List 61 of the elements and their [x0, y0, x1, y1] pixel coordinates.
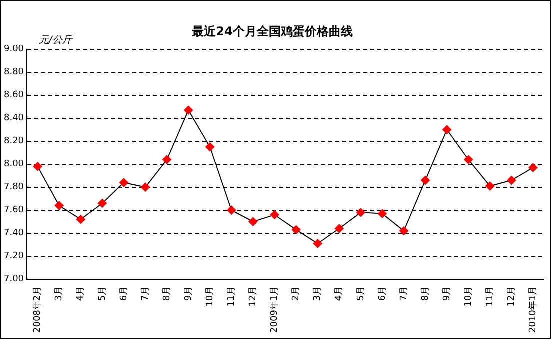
point	[270, 210, 280, 220]
y-tick-label: 8.40	[4, 114, 24, 124]
y-tick-label: 7.60	[4, 206, 24, 216]
x-tick-label: 3月	[313, 286, 324, 302]
x-tick-label: 2008年2月	[32, 286, 44, 334]
point	[227, 206, 236, 215]
x-tick-label: 10月	[464, 286, 474, 307]
x-tick-label: 5月	[356, 286, 366, 302]
x-tick-label: 2月	[292, 286, 302, 302]
point	[356, 208, 366, 218]
x-tick-label: 8月	[162, 286, 172, 302]
x-tick-label: 8月	[420, 286, 431, 302]
point	[528, 163, 538, 172]
chart-title: 最近24个月全国鸡蛋价格曲线	[191, 24, 353, 38]
y-tick-label: 7.20	[4, 252, 24, 262]
point	[442, 125, 452, 134]
point	[98, 198, 107, 208]
y-tick-label: 7.40	[4, 228, 24, 239]
point	[206, 142, 215, 152]
y-tick-label: 7.00	[4, 274, 24, 285]
x-tick-label: 10月	[205, 286, 216, 307]
x-tick-label: 2009年1月	[269, 286, 280, 334]
point	[507, 176, 516, 185]
point	[141, 182, 150, 192]
x-tick-label: 6月	[378, 286, 388, 302]
y-tick-label: 8.00	[4, 160, 24, 170]
point	[162, 155, 172, 164]
x-tick-label: 7月	[140, 286, 151, 302]
point	[486, 182, 495, 191]
x-tick-label: 12月	[248, 286, 259, 307]
point	[399, 226, 408, 236]
x-tick-label: 6月	[119, 286, 130, 302]
x-tick-label: 7月	[399, 286, 410, 302]
x-tick-label: 11月	[485, 286, 496, 307]
point	[119, 178, 128, 188]
point	[464, 155, 474, 164]
x-tick-label: 4月	[76, 286, 86, 302]
point	[421, 176, 430, 185]
point	[33, 162, 42, 172]
x-tick-label: 12月	[507, 286, 518, 307]
y-tick-label: 8.20	[4, 136, 24, 147]
x-tick-label: 11月	[227, 286, 238, 307]
x-tick-label: 3月	[54, 286, 65, 302]
point	[184, 106, 194, 115]
point	[54, 201, 64, 210]
y-tick-label: 8.60	[4, 90, 24, 101]
x-tick-label: 9月	[442, 286, 452, 302]
y-axis-title: 元/公斤	[39, 34, 74, 46]
x-tick-label: 9月	[184, 286, 194, 302]
y-tick-label: 8.80	[4, 68, 24, 78]
point	[292, 225, 301, 234]
point	[76, 215, 86, 224]
point	[378, 209, 387, 218]
point	[334, 224, 344, 234]
x-tick-label: 4月	[334, 286, 345, 302]
x-tick-label: 5月	[98, 286, 108, 302]
y-tick-label: 7.80	[4, 182, 24, 193]
point	[248, 217, 258, 226]
point	[313, 239, 322, 248]
y-tick-label: 9.00	[4, 44, 24, 55]
x-tick-label: 2010年1月	[528, 286, 539, 334]
